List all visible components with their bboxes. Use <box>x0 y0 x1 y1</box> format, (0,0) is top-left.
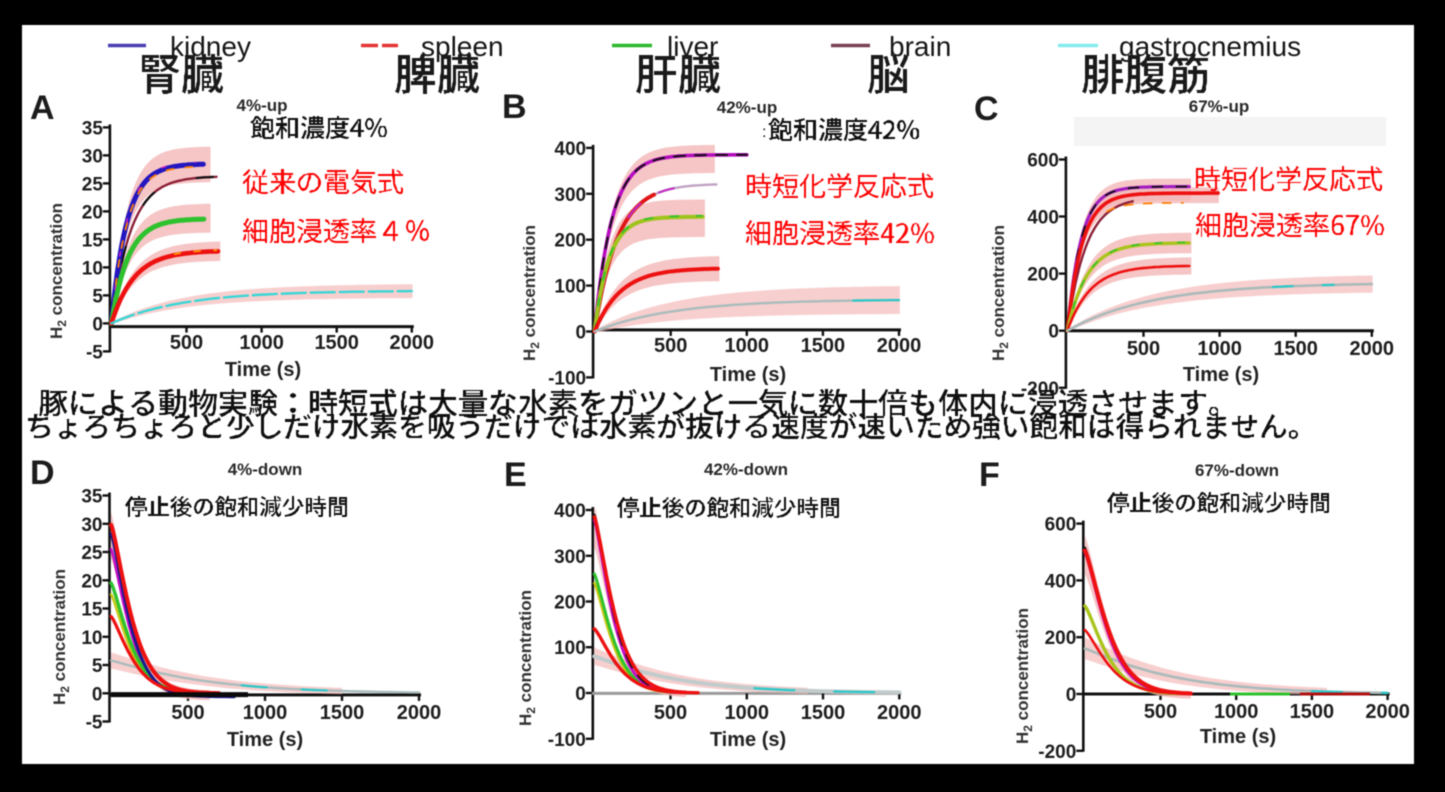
svg-text:25: 25 <box>82 174 104 195</box>
svg-text:1500: 1500 <box>320 702 365 724</box>
svg-text:400: 400 <box>1027 208 1059 229</box>
svg-text:2000: 2000 <box>1350 338 1395 360</box>
svg-text:-5: -5 <box>86 713 103 734</box>
svg-text:A: A <box>30 89 55 127</box>
svg-text:15: 15 <box>81 600 103 621</box>
svg-text:-200: -200 <box>1038 742 1076 763</box>
svg-text:1500: 1500 <box>1273 338 1318 360</box>
svg-text:1500: 1500 <box>801 335 846 357</box>
svg-text:500: 500 <box>1127 338 1160 360</box>
svg-text:500: 500 <box>654 335 687 357</box>
svg-text:H2 concentration: H2 concentration <box>516 590 538 726</box>
svg-text:C: C <box>974 90 999 128</box>
svg-text:15: 15 <box>82 230 104 251</box>
svg-text:0: 0 <box>92 684 103 705</box>
svg-text:B: B <box>502 88 527 126</box>
svg-text:2000: 2000 <box>390 332 435 354</box>
svg-text:35: 35 <box>82 118 104 139</box>
svg-text:Time (s): Time (s) <box>710 364 786 386</box>
svg-text:H2 concentration: H2 concentration <box>50 569 72 705</box>
svg-text:spleen: spleen <box>421 31 504 62</box>
svg-text:2000: 2000 <box>397 702 442 724</box>
svg-text:H2 concentration: H2 concentration <box>1013 608 1035 744</box>
svg-text:600: 600 <box>1027 151 1059 172</box>
svg-text:-5: -5 <box>86 342 103 363</box>
svg-text:35: 35 <box>81 487 103 508</box>
svg-text:67%-up: 67%-up <box>1189 97 1249 116</box>
svg-text:5: 5 <box>92 286 103 307</box>
svg-text:500: 500 <box>1144 701 1177 723</box>
svg-text:400: 400 <box>1045 571 1077 592</box>
svg-text:Time (s): Time (s) <box>1200 726 1276 748</box>
svg-text:200: 200 <box>1027 265 1059 286</box>
svg-text:1500: 1500 <box>1290 701 1335 723</box>
svg-text:200: 200 <box>554 593 586 614</box>
svg-text:1000: 1000 <box>725 702 770 724</box>
svg-text:500: 500 <box>171 702 204 724</box>
svg-text:0: 0 <box>1066 685 1077 706</box>
svg-text:100: 100 <box>554 277 586 298</box>
svg-text:400: 400 <box>554 139 586 160</box>
svg-text:Time (s): Time (s) <box>225 359 301 381</box>
svg-text:1000: 1000 <box>725 335 770 357</box>
svg-text:1500: 1500 <box>801 702 846 724</box>
svg-text:Time (s): Time (s) <box>710 729 786 751</box>
svg-text:42%-up: 42%-up <box>717 98 777 117</box>
svg-text:30: 30 <box>82 146 103 167</box>
svg-text:D: D <box>30 454 55 492</box>
svg-text:H2 concentration: H2 concentration <box>989 225 1011 361</box>
svg-text:1000: 1000 <box>1214 701 1259 723</box>
svg-text:5: 5 <box>92 656 103 677</box>
svg-text:67%-down: 67%-down <box>1195 461 1279 480</box>
svg-text:kidney: kidney <box>170 31 251 62</box>
svg-text:300: 300 <box>554 547 586 568</box>
svg-text:1000: 1000 <box>243 702 288 724</box>
svg-text:500: 500 <box>654 702 687 724</box>
svg-text:F: F <box>979 456 1000 494</box>
svg-text:100: 100 <box>554 638 586 659</box>
svg-text:0: 0 <box>1048 322 1059 343</box>
svg-text:30: 30 <box>81 515 102 536</box>
svg-text:500: 500 <box>170 332 203 354</box>
svg-text:0: 0 <box>575 684 586 705</box>
svg-text:1000: 1000 <box>1197 338 1242 360</box>
svg-text:0: 0 <box>92 314 103 335</box>
svg-text:1000: 1000 <box>239 332 284 354</box>
svg-text:brain: brain <box>889 31 951 62</box>
svg-text:10: 10 <box>81 628 102 649</box>
svg-text:-100: -100 <box>548 730 586 751</box>
svg-text:600: 600 <box>1045 515 1077 536</box>
svg-text:42%-down: 42%-down <box>704 460 788 479</box>
svg-text:0: 0 <box>576 323 587 344</box>
svg-text:200: 200 <box>1045 628 1077 649</box>
svg-text:2000: 2000 <box>1365 701 1410 723</box>
svg-text:H2 concentration: H2 concentration <box>520 225 542 361</box>
svg-text:300: 300 <box>554 185 586 206</box>
svg-text:2000: 2000 <box>877 335 922 357</box>
svg-text::: : <box>762 124 766 141</box>
svg-text:400: 400 <box>554 501 586 522</box>
svg-text:E: E <box>504 456 527 494</box>
svg-text:25: 25 <box>81 543 103 564</box>
svg-text:Time (s): Time (s) <box>227 729 303 751</box>
svg-text:1500: 1500 <box>314 332 359 354</box>
svg-text:4%-down: 4%-down <box>228 460 303 479</box>
svg-text:200: 200 <box>554 231 586 252</box>
svg-text:-100: -100 <box>548 368 586 389</box>
svg-text:20: 20 <box>82 202 103 223</box>
svg-text:20: 20 <box>81 571 102 592</box>
svg-text:10: 10 <box>82 258 103 279</box>
svg-text:Time (s): Time (s) <box>1183 364 1259 386</box>
svg-text:4%-up: 4%-up <box>237 96 288 115</box>
svg-text:2000: 2000 <box>877 702 922 724</box>
svg-text:H2 concentration: H2 concentration <box>47 203 69 339</box>
